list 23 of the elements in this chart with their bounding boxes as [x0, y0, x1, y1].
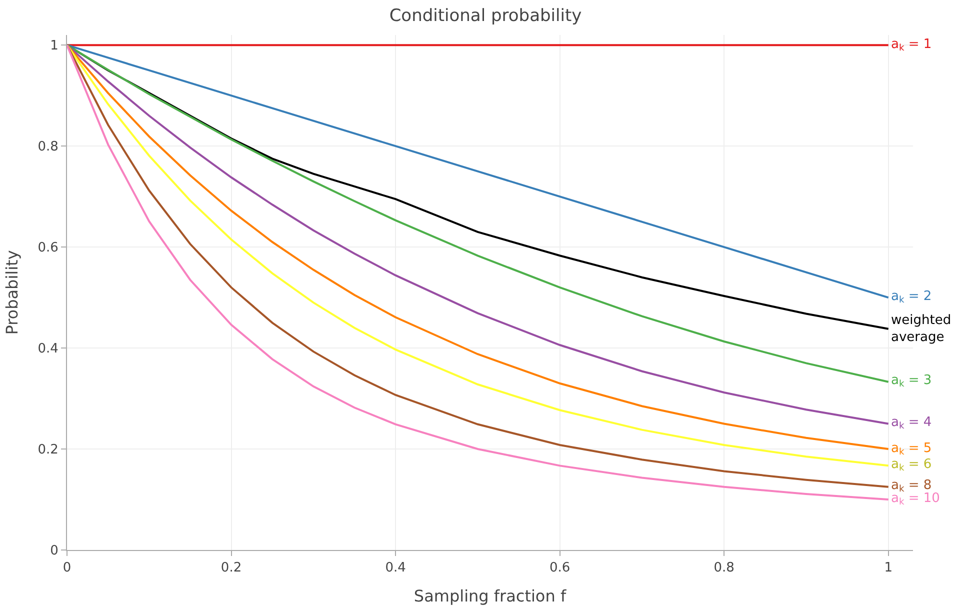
x-axis-title: Sampling fraction f [414, 586, 566, 606]
y-tick-label: 0.6 [38, 240, 58, 256]
series-label: a$_{k}$ = 3 [891, 373, 932, 390]
y-axis-title: Probability [2, 250, 22, 335]
x-tick-label: 1 [884, 560, 892, 576]
y-tick-label: 1 [50, 38, 58, 54]
y-tick-label: 0.4 [38, 342, 58, 357]
series-label: weighted average [891, 313, 952, 345]
y-tick-label: 0.8 [38, 140, 58, 155]
series-label: a$_{k}$ = 2 [891, 289, 932, 306]
x-tick-label: 0.8 [714, 560, 734, 576]
x-tick-label: 0.2 [220, 560, 242, 576]
series-label: a$_{k}$ = 1 [891, 37, 932, 54]
x-tick-label: 0.4 [385, 560, 406, 576]
y-tick-label: 0.2 [38, 442, 58, 458]
series-label: a$_{k}$ = 6 [891, 457, 932, 474]
series-label: a$_{k}$ = 5 [891, 441, 932, 458]
y-tick-label: 0 [50, 544, 58, 559]
x-tick-label: 0 [62, 560, 72, 576]
x-tick-label: 0.6 [549, 560, 570, 576]
chart-title: Conditional probability [389, 6, 582, 26]
series-label: a$_{k}$ = 10 [891, 491, 940, 508]
series-label: a$_{k}$ = 4 [891, 415, 932, 432]
